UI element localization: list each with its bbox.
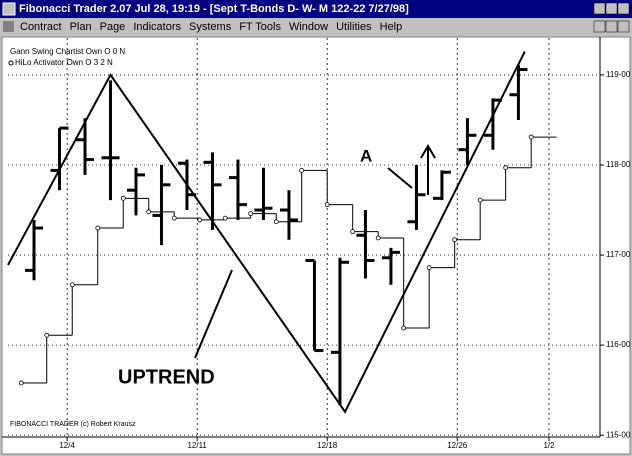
hilo-marker xyxy=(18,380,24,386)
title-bar xyxy=(0,0,632,18)
swing-line xyxy=(7,51,526,414)
hilo-marker xyxy=(146,209,152,215)
menu-item[interactable]: FT Tools xyxy=(239,21,281,33)
menu-item[interactable]: Help xyxy=(380,21,403,33)
hilo-marker xyxy=(95,225,101,231)
legend-entry: Gann Swing Chartist Own O 0 N xyxy=(10,47,125,56)
annotation: A xyxy=(360,146,372,165)
hilo-marker xyxy=(69,282,75,288)
hilo-marker xyxy=(248,211,254,217)
hilo-marker xyxy=(324,202,330,208)
doc-minimize[interactable] xyxy=(593,20,606,33)
menu-item[interactable]: Contract xyxy=(20,21,62,33)
menu-item[interactable]: Systems xyxy=(189,21,232,33)
hilo-marker xyxy=(426,265,432,271)
menu-bar xyxy=(0,18,632,36)
hilo-marker xyxy=(401,325,407,331)
doc-restore[interactable] xyxy=(605,20,618,33)
legend-entry: HiLo Activator Own O 3 2 N xyxy=(15,58,113,67)
doc-buttons xyxy=(593,20,630,33)
hilo-marker xyxy=(452,237,458,243)
hilo-marker xyxy=(44,332,50,338)
maximize-button[interactable] xyxy=(605,2,618,15)
hilo-marker xyxy=(273,219,279,225)
x-tick-label: 12/4 xyxy=(59,441,75,450)
annotation: UPTREND xyxy=(118,366,215,388)
menu-item[interactable]: Plan xyxy=(70,21,92,33)
x-tick-label: 12/11 xyxy=(187,441,207,450)
y-tick-label: 115-00 xyxy=(606,430,631,439)
window-title: Fibonacci Trader 2.07 Jul 28, 19:19 - [S… xyxy=(19,3,409,15)
menu-item[interactable]: Window xyxy=(289,21,328,33)
y-tick-label: 118-00 xyxy=(606,160,631,169)
window-buttons xyxy=(593,2,630,15)
doc-close[interactable] xyxy=(617,20,630,33)
hilo-marker xyxy=(222,215,228,221)
footer: FIBONACCI TRADER (c) Robert Krausz xyxy=(10,421,136,428)
hilo-marker xyxy=(171,215,177,221)
menu-item[interactable]: Page xyxy=(100,21,126,33)
hilo-marker xyxy=(503,165,509,171)
x-tick-label: 12/18 xyxy=(317,441,338,450)
chart-area xyxy=(1,36,631,455)
hilo-marker xyxy=(299,167,305,173)
plot: 115-00 116-00 117-00 118-00 119-00 12/4 12/11 1… xyxy=(7,38,631,450)
x-tick-label: 1/2 xyxy=(543,441,555,450)
close-button[interactable] xyxy=(617,2,630,15)
doc-icon xyxy=(3,21,14,32)
y-tick-label: 119-00 xyxy=(606,70,631,79)
legend-marker xyxy=(8,60,14,66)
x-tick-label: 12/26 xyxy=(447,441,468,450)
y-tick-label: 116-00 xyxy=(606,340,631,349)
menu-item[interactable]: Utilities xyxy=(336,21,372,33)
menu-items: Contract Plan Page Indicators Systems FT Tool… xyxy=(20,21,402,33)
hilo-marker xyxy=(120,195,126,201)
annotation-arrow xyxy=(420,144,436,195)
annotation-pointer xyxy=(194,269,233,359)
app-icon xyxy=(2,2,16,16)
hilo-marker xyxy=(197,217,203,223)
hilo-marker xyxy=(477,197,483,203)
y-tick-label: 117-00 xyxy=(606,250,631,259)
hilo-marker xyxy=(375,235,381,241)
hilo-marker xyxy=(350,229,356,235)
annotation-pointer xyxy=(387,167,413,189)
minimize-button[interactable] xyxy=(593,2,606,15)
menu-item[interactable]: Indicators xyxy=(133,21,181,33)
hilo-marker xyxy=(528,134,534,140)
